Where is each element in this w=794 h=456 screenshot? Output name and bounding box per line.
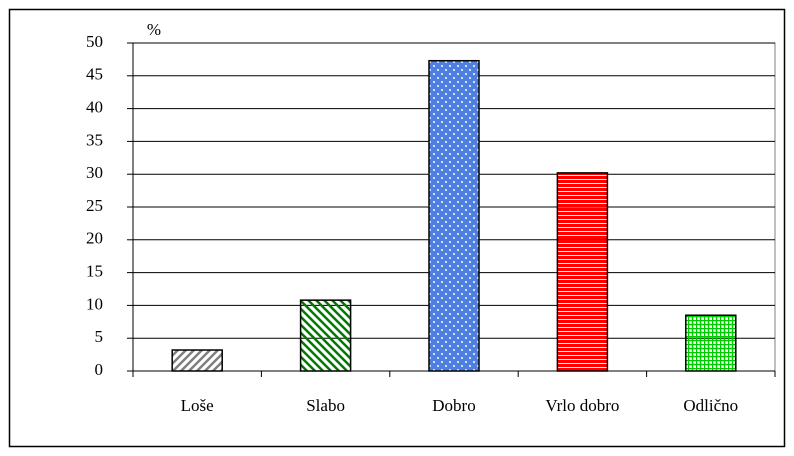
y-tick-label: 15 xyxy=(86,262,103,281)
bar xyxy=(171,349,223,372)
y-tick-label: 50 xyxy=(86,32,103,51)
y-tick-label: 0 xyxy=(95,360,104,379)
bar xyxy=(428,59,480,372)
y-tick-label: 10 xyxy=(86,294,103,313)
y-tick-label: 40 xyxy=(86,98,103,117)
bar xyxy=(299,299,352,372)
y-axis-label: % xyxy=(147,20,161,39)
bar xyxy=(556,172,609,372)
x-tick-label: Odlično xyxy=(683,396,738,415)
y-tick-label: 35 xyxy=(86,130,103,149)
y-tick-label: 45 xyxy=(86,65,103,84)
bar xyxy=(685,314,737,372)
x-tick-label: Slabo xyxy=(306,396,345,415)
x-tick-label: Dobro xyxy=(432,396,475,415)
y-tick-label: 20 xyxy=(86,229,103,248)
y-tick-label: 5 xyxy=(95,327,104,346)
y-tick-label: 25 xyxy=(86,196,103,215)
x-tick-label: Loše xyxy=(181,396,214,415)
chart-frame xyxy=(8,8,786,448)
y-tick-label: 30 xyxy=(86,163,103,182)
x-tick-label: Vrlo dobro xyxy=(545,396,619,415)
